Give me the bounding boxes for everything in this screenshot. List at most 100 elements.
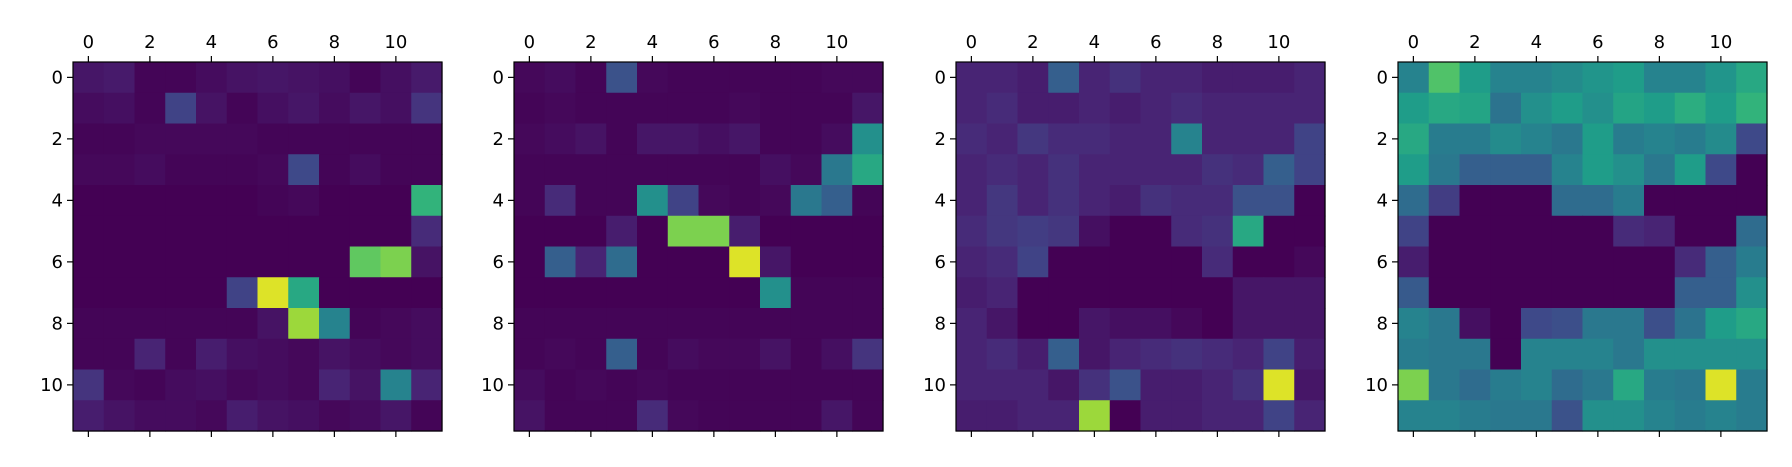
heatmap-cell [411,369,443,401]
heatmap-cell [575,185,607,217]
heatmap-cell [1428,92,1461,125]
heatmap-cell [760,277,792,309]
heatmap-cell [1398,154,1430,186]
heatmap-cell [1582,369,1614,401]
heatmap-cell [73,123,105,155]
heatmap-cell [606,215,638,248]
heatmap-cell [729,123,761,155]
heatmap-cell [1705,308,1737,340]
heatmap-cell [319,154,351,186]
heatmap-cell [1551,123,1584,155]
heatmap-cell [1459,246,1491,278]
heatmap-cell [1428,277,1461,309]
heatmap-cell [821,246,853,278]
heatmap-cell [349,338,382,371]
heatmap-cell [514,154,546,186]
heatmap-cell [165,215,197,248]
heatmap-cell [1079,308,1111,340]
heatmap-cell [1171,185,1203,217]
heatmap-cell [288,185,320,217]
heatmap-cell [790,338,823,371]
x-tick-label: 4 [1089,32,1100,53]
heatmap-cell [1109,92,1142,125]
heatmap-cell [226,154,259,186]
heatmap-cell [1551,308,1584,340]
heatmap-cell [514,185,546,217]
y-tick-label: 0 [52,67,63,88]
heatmap-cell [1398,92,1430,125]
heatmap-cell [637,62,669,94]
heatmap-cell [257,338,289,371]
heatmap-cell [852,185,884,217]
heatmap-cell [226,246,259,278]
heatmap-cell [1017,185,1049,217]
heatmap-cell [1613,369,1645,401]
heatmap-cell [103,185,136,217]
heatmap-cell [1613,92,1645,125]
heatmap-cell [852,338,884,371]
heatmap-cell [1294,123,1326,155]
heatmap-cell [165,123,197,155]
heatmap-cell [288,369,320,401]
heatmap-cell [319,308,351,340]
heatmap-cell [575,92,607,125]
x-tick-label: 2 [585,32,596,53]
heatmap-cell [575,154,607,186]
heatmap-cell [637,215,669,248]
heatmap-cell [319,62,351,94]
heatmap-cell [637,277,669,309]
heatmap-cell [1140,246,1172,278]
heatmap-cell [1644,369,1676,401]
heatmap-cell [1736,92,1768,125]
y-tick-label: 10 [481,375,504,396]
heatmap-cell [1674,369,1707,401]
heatmap-cell [956,400,988,432]
heatmap-cell [956,308,988,340]
heatmap-cell [1521,123,1553,155]
heatmap-cell [1551,369,1584,401]
heatmap-cell [606,92,638,125]
heatmap-cell [544,369,577,401]
heatmap-cell [1674,400,1707,432]
heatmap-cell [103,400,136,432]
heatmap-cell [575,277,607,309]
heatmap-cell [986,62,1019,94]
heatmap-cell [986,369,1019,401]
y-tick-label: 4 [493,190,504,211]
heatmap-cell [1171,154,1203,186]
heatmap-cell [257,185,289,217]
heatmap-cell [821,338,853,371]
x-tick-label: 0 [1408,32,1419,53]
heatmap-cell [1263,277,1295,309]
heatmap-cell [165,246,197,278]
y-tick-label: 2 [935,129,946,150]
heatmap-cell [956,185,988,217]
heatmap-cell [380,400,412,432]
x-tick-label: 6 [267,32,278,53]
heatmap-cell [1017,246,1049,278]
heatmap-cell [1109,400,1142,432]
heatmap-cell [1109,215,1142,248]
heatmap-cell [134,92,166,125]
heatmap-cell [1048,123,1080,155]
heatmap-cell [349,154,382,186]
heatmap-cell [1263,369,1295,401]
heatmap-cell [1294,338,1326,371]
heatmap-cell [73,185,105,217]
heatmap-cell [1613,338,1645,371]
heatmap-cell [288,277,320,309]
heatmap-cell [1459,400,1491,432]
x-tick-label: 2 [1469,32,1480,53]
heatmap-cell [1736,62,1768,94]
heatmap-cell [1582,338,1614,371]
heatmap-cell [986,123,1019,155]
heatmap-cell [956,277,988,309]
heatmap-cell [1263,123,1295,155]
heatmap-panel-3: 0 2 4 6 8 10 0 2 4 6 8 10 [923,32,1326,437]
heatmap-cell [1232,123,1265,155]
heatmap-cell [1398,338,1430,371]
y-tick-label: 8 [935,313,946,334]
heatmap-cell [165,92,197,125]
heatmap-cell [73,215,105,248]
heatmap-cell [667,154,700,186]
